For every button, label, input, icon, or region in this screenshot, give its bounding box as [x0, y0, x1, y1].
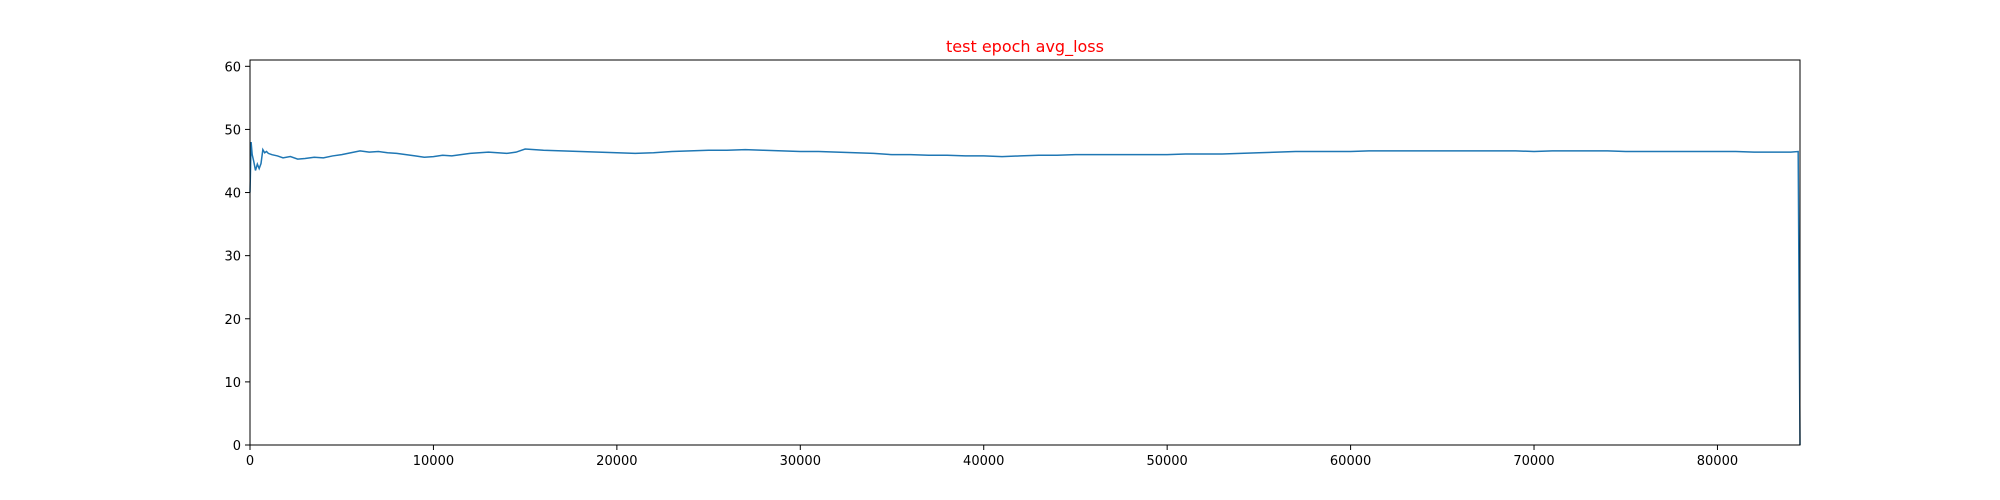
y-tick-label: 10: [224, 376, 241, 391]
x-tick-label: 10000: [413, 454, 454, 469]
y-tick-label: 50: [224, 123, 241, 138]
plot-area: [249, 141, 1801, 446]
y-tick-label: 30: [224, 250, 241, 265]
y-tick-label: 20: [224, 313, 241, 328]
x-tick-label: 0: [246, 454, 254, 469]
axes-frame: [249, 59, 1801, 446]
y-axis: 0 10 20 30 40 50 60: [224, 60, 250, 454]
x-axis: 0 10000 20000 30000 40000 50000 60000 70000 8000…: [246, 445, 1738, 469]
y-tick-label: 60: [224, 60, 241, 75]
y-tick-label: 0: [233, 439, 241, 454]
chart-title: test epoch avg_loss: [946, 37, 1104, 57]
x-tick-label: 30000: [780, 454, 821, 469]
series-line: [249, 141, 1801, 446]
x-tick-label: 80000: [1697, 454, 1738, 469]
x-tick-label: 40000: [963, 454, 1004, 469]
x-tick-label: 20000: [596, 454, 637, 469]
x-tick-label: 50000: [1146, 454, 1187, 469]
x-tick-label: 70000: [1513, 454, 1554, 469]
x-tick-label: 60000: [1330, 454, 1371, 469]
y-tick-label: 40: [224, 187, 241, 202]
